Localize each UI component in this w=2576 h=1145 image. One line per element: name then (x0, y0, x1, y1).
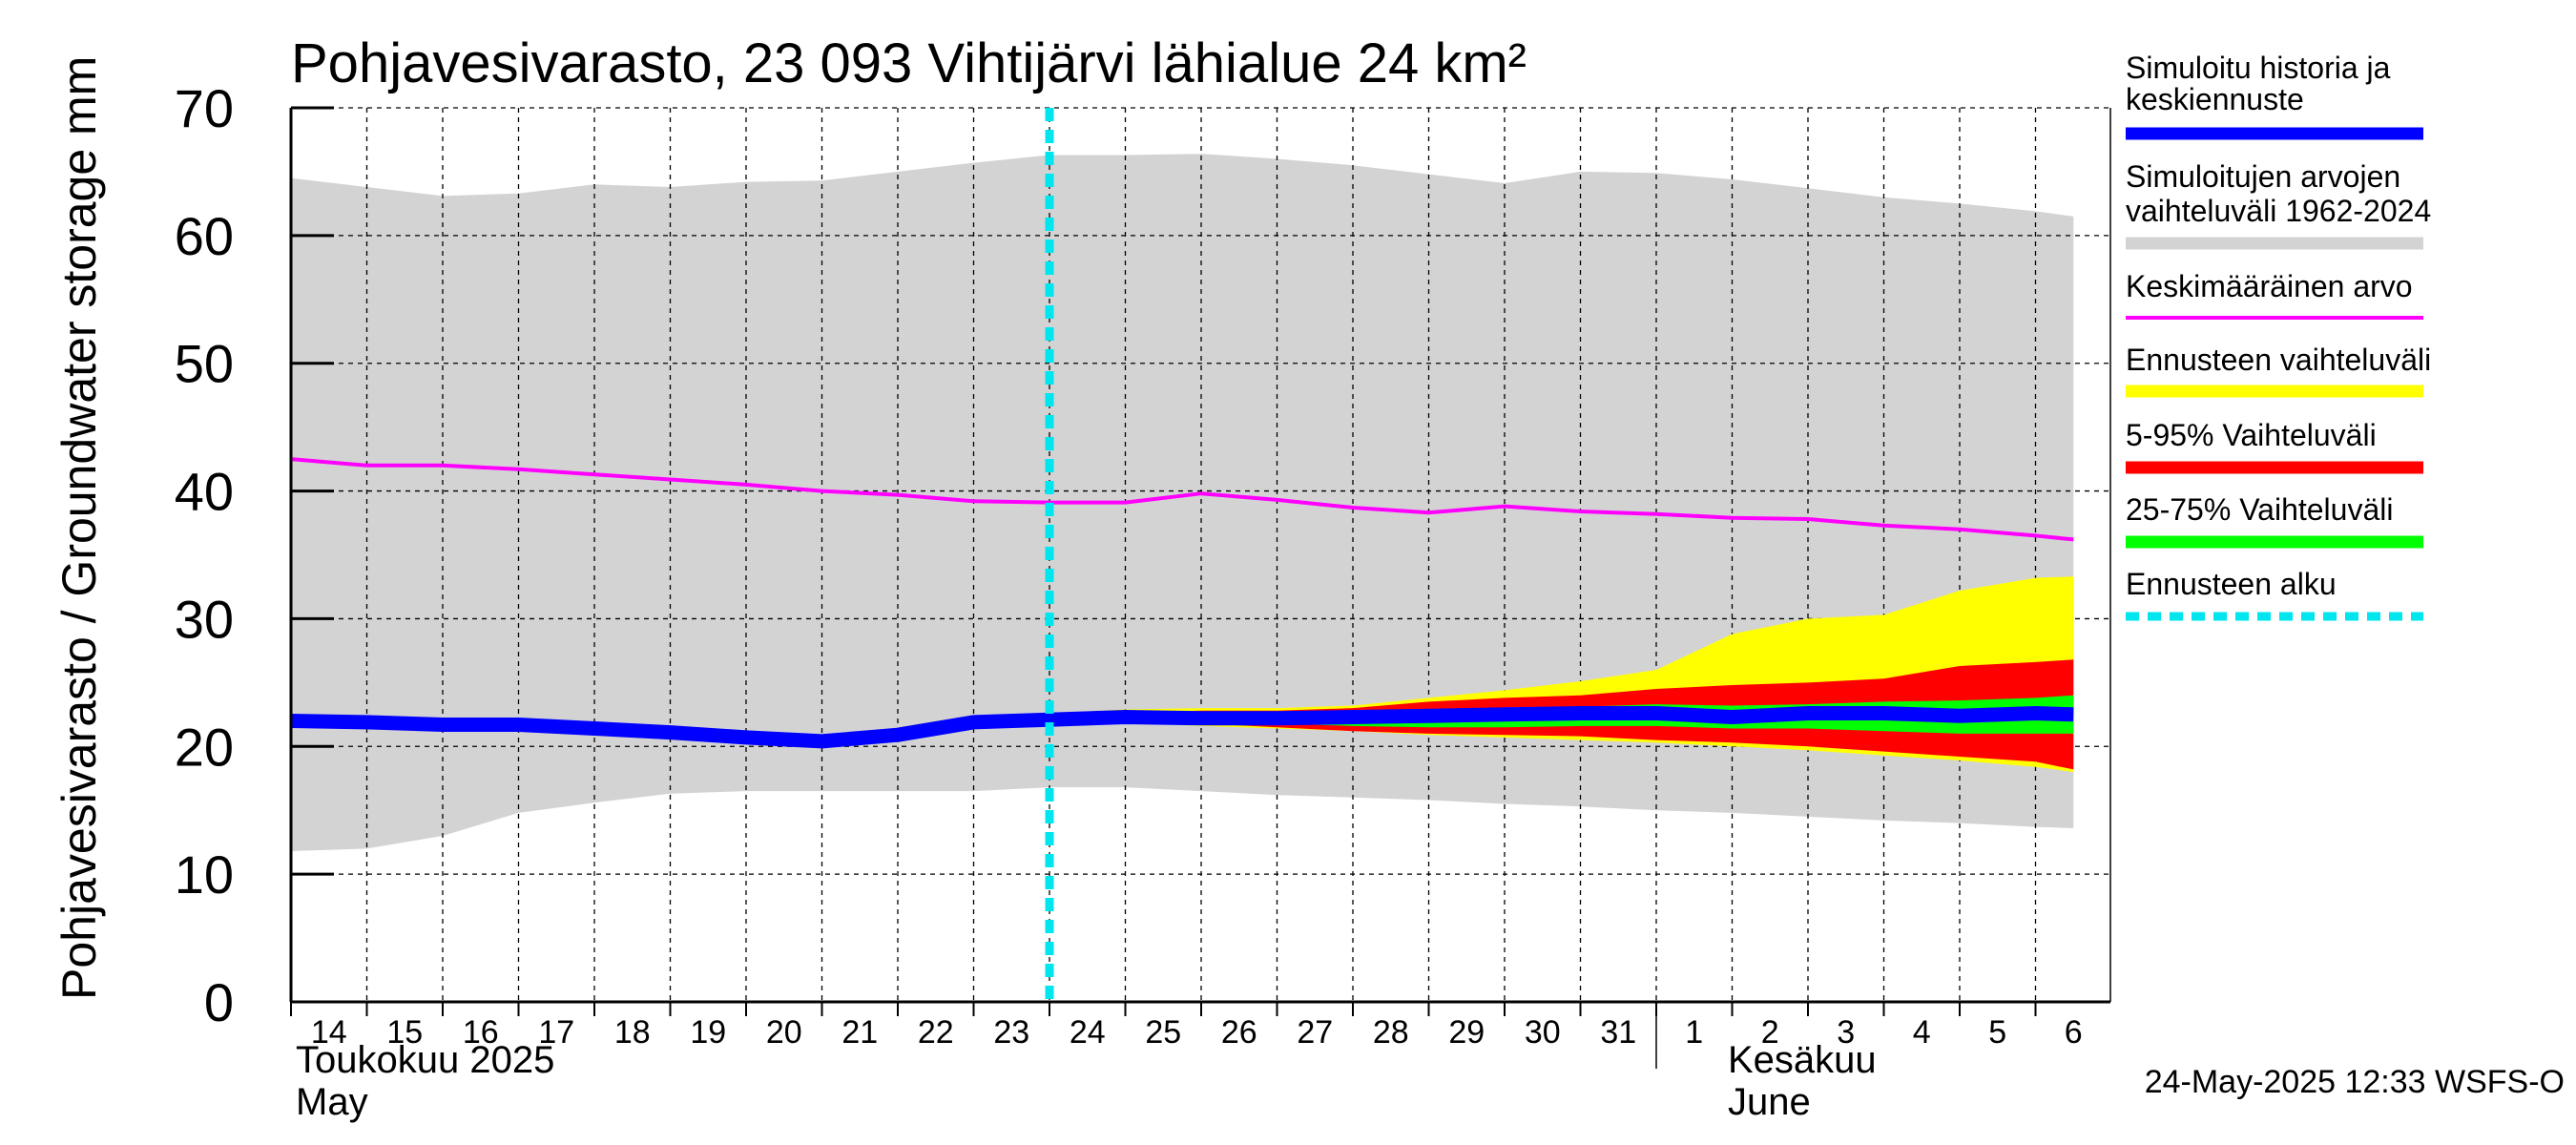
x-tick-label-29: 29 (1448, 1014, 1485, 1051)
x-tick-label-28: 28 (1373, 1014, 1409, 1051)
series-keskim-r-inen-arvo (290, 457, 2074, 542)
x-tick-label-14: 14 (311, 1014, 347, 1051)
y-tick-label-0: 0 (204, 972, 234, 1032)
legend-label-2: vaihteluväli 1962-2024 (2126, 194, 2431, 228)
legend-label-2: keskiennuste (2126, 82, 2304, 116)
x-tick-label-24: 24 (1070, 1014, 1106, 1051)
x-tick-label-21: 21 (841, 1014, 878, 1051)
x-tick-label-6: 6 (2065, 1014, 2083, 1051)
month-label-en-2: June (1728, 1081, 1811, 1123)
x-tick-label-1: 1 (1685, 1014, 1703, 1051)
legend-label: Simuloitujen arvojen (2126, 159, 2400, 194)
series-simuloitu-historia-ja-keskiennuste (290, 706, 2074, 749)
legend-label: 5-95% Vaihteluväli (2126, 418, 2377, 452)
x-tick-label-18: 18 (614, 1014, 651, 1051)
x-tick-label-30: 30 (1525, 1014, 1561, 1051)
legend-item-4: Ennusteen vaihteluväli (2126, 343, 2431, 398)
legend: Simuloitu historia jakeskiennusteSimuloi… (2126, 51, 2431, 621)
month-label-2: Kesäkuu (1728, 1039, 1877, 1081)
x-tick-label-2: 2 (1761, 1014, 1779, 1051)
timestamp-label: 24-May-2025 12:33 WSFS-O (2145, 1064, 2565, 1100)
y-tick-label-20: 20 (175, 717, 234, 777)
x-tick-label-16: 16 (463, 1014, 499, 1051)
x-tick-label-20: 20 (766, 1014, 802, 1051)
month-label-en-1: May (296, 1081, 368, 1123)
chart-title: Pohjavesivarasto, 23 093 Vihtijärvi lähi… (291, 32, 1527, 94)
legend-item-7: Ennusteen alku (2126, 567, 2423, 621)
y-tick-label-60: 60 (175, 206, 234, 266)
legend-item-3: Keskimääräinen arvo (2126, 269, 2423, 320)
plot-area (290, 107, 2110, 1002)
x-tick-label-25: 25 (1145, 1014, 1181, 1051)
legend-label: Ennusteen vaihteluväli (2126, 343, 2431, 377)
y-tick-label-70: 70 (175, 78, 234, 138)
x-tick-label-3: 3 (1837, 1014, 1855, 1051)
x-tick-label-4: 4 (1913, 1014, 1931, 1051)
y-axis-label: Pohjavesivarasto / Groundwater storage m… (52, 56, 106, 1000)
x-tick-label-17: 17 (538, 1014, 574, 1051)
x-tick-label-22: 22 (918, 1014, 954, 1051)
x-tick-label-27: 27 (1297, 1014, 1333, 1051)
y-tick-label-10: 10 (175, 844, 234, 905)
x-tick-label-15: 15 (386, 1014, 423, 1051)
month-label-1: Toukokuu 2025 (296, 1039, 554, 1081)
x-tick-label-23: 23 (993, 1014, 1029, 1051)
legend-label: Simuloitu historia ja (2126, 51, 2391, 85)
legend-label: Keskimääräinen arvo (2126, 269, 2413, 303)
x-tick-label-5: 5 (1988, 1014, 2006, 1051)
legend-label: 25-75% Vaihteluväli (2126, 492, 2393, 527)
legend-label: Ennusteen alku (2126, 567, 2337, 601)
y-tick-label-30: 30 (175, 589, 234, 649)
legend-item-5: 5-95% Vaihteluväli (2126, 418, 2423, 474)
legend-item-6: 25-75% Vaihteluväli (2126, 492, 2423, 549)
y-tick-label-40: 40 (175, 462, 234, 522)
y-tick-label-50: 50 (175, 334, 234, 394)
x-tick-label-26: 26 (1221, 1014, 1257, 1051)
x-tick-label-19: 19 (690, 1014, 726, 1051)
x-tick-label-31: 31 (1600, 1014, 1636, 1051)
